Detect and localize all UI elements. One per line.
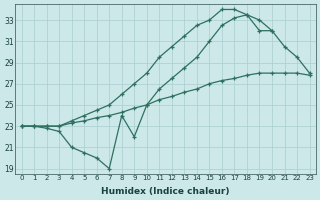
X-axis label: Humidex (Indice chaleur): Humidex (Indice chaleur) <box>101 187 230 196</box>
